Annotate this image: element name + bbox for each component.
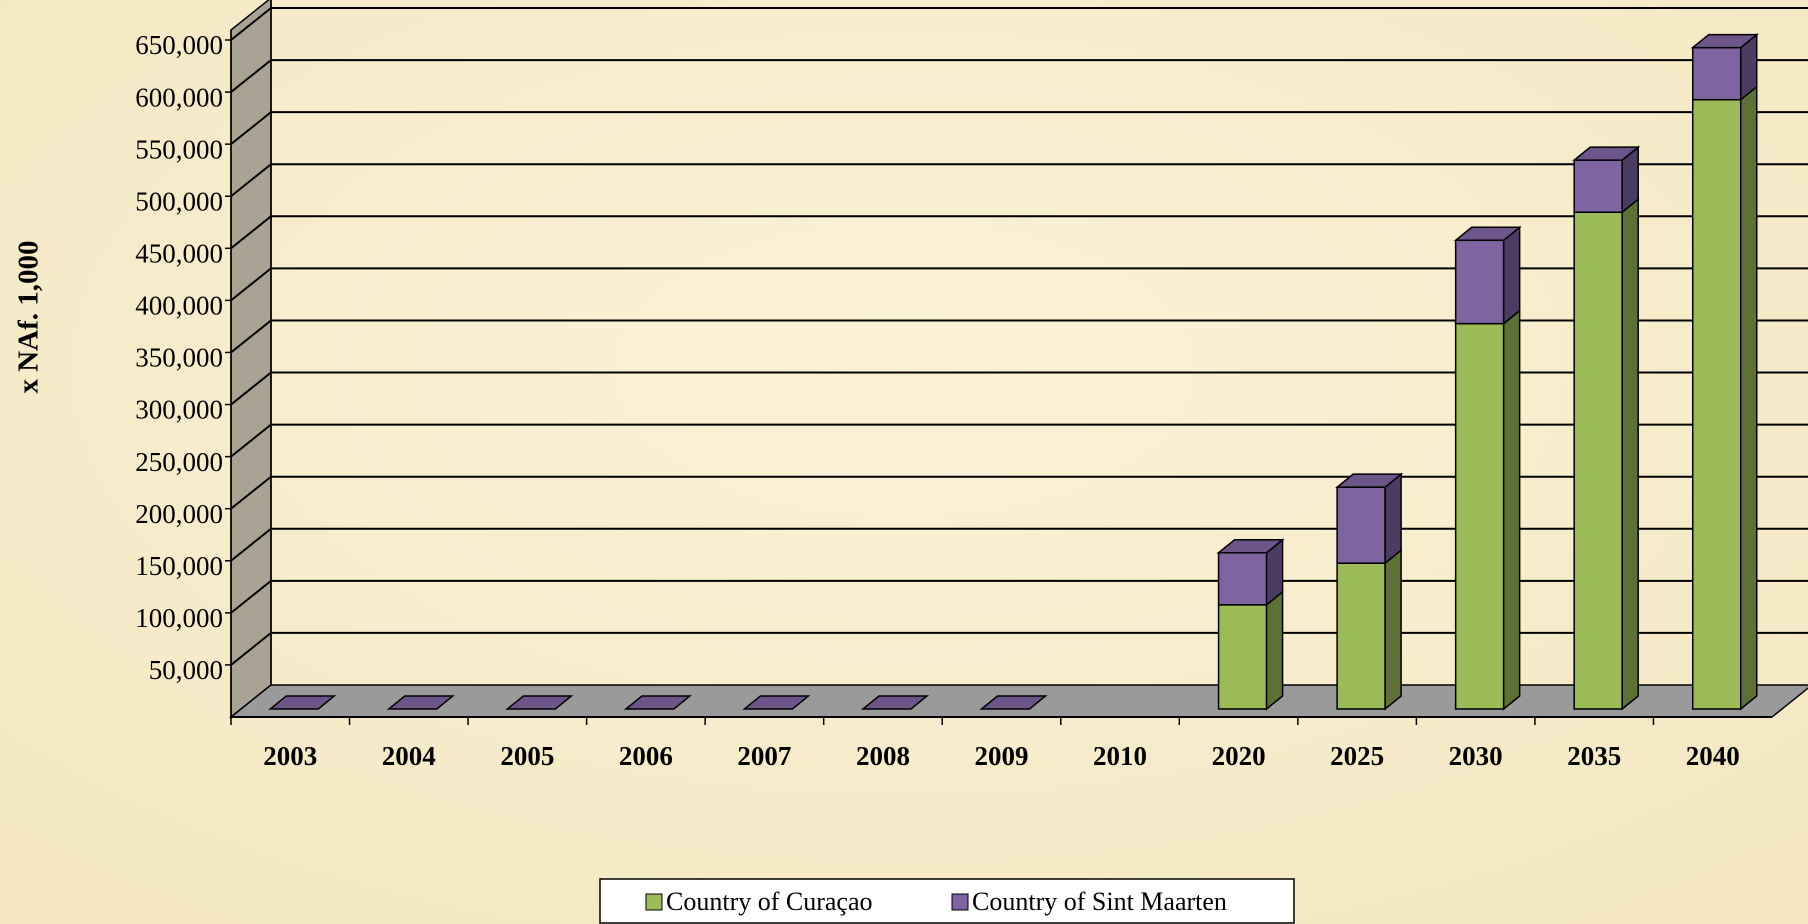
y-tick-label: 250,000	[135, 447, 223, 477]
y-tick-label: 550,000	[135, 134, 223, 164]
x-tick-label: 2030	[1449, 741, 1503, 771]
y-tick-label: 350,000	[135, 343, 223, 373]
y-tick-label: 500,000	[135, 186, 223, 216]
x-tick-label: 2007	[737, 741, 791, 771]
legend-swatch	[951, 893, 969, 911]
x-tick-label: 2025	[1330, 741, 1384, 771]
bar-side	[1502, 225, 1521, 326]
y-tick-label: 100,000	[135, 603, 223, 633]
y-tick-label: 200,000	[135, 499, 223, 529]
y-tick-label: 300,000	[135, 395, 223, 425]
bar-top	[386, 695, 455, 710]
bar-top	[268, 695, 337, 710]
bar-top	[623, 695, 692, 710]
bar-top	[1690, 33, 1759, 49]
x-tick-label: 2035	[1567, 741, 1621, 771]
y-tick-label: 150,000	[135, 551, 223, 581]
grid-line	[230, 319, 1808, 354]
x-tick-label: 2004	[382, 741, 436, 771]
grid-line	[230, 579, 1808, 614]
grid-line	[230, 215, 1808, 250]
bar-side	[1265, 590, 1284, 711]
y-tick-label: 50,000	[149, 655, 223, 685]
bar	[1454, 239, 1505, 325]
grid-line	[230, 475, 1808, 510]
y-tick-label: 450,000	[135, 239, 223, 269]
grid-line	[230, 527, 1808, 562]
legend-label: Country of Curaçao	[666, 887, 873, 916]
x-tick-label: 2010	[1093, 741, 1147, 771]
bar-top	[1335, 473, 1404, 488]
bar-top	[742, 695, 811, 710]
grid-line	[230, 631, 1808, 666]
x-tick-label: 2006	[619, 741, 673, 771]
y-tick-label: 600,000	[135, 82, 223, 112]
x-tick-label: 2008	[856, 741, 910, 771]
bar	[1217, 552, 1268, 606]
y-tick-label: 400,000	[135, 291, 223, 321]
grid-line	[230, 371, 1808, 406]
bar	[1336, 562, 1386, 710]
bar-side	[1384, 548, 1402, 711]
bar-side	[1621, 197, 1639, 711]
grid-line	[230, 163, 1808, 198]
bar-top	[1572, 146, 1641, 161]
x-tick-label: 2009	[975, 741, 1029, 771]
grid-line	[230, 423, 1808, 458]
bar-top	[1453, 226, 1522, 242]
y-axis-title: x NAf. 1,000	[13, 240, 45, 393]
bar	[1691, 46, 1742, 101]
bar	[1573, 211, 1623, 710]
side-wall	[230, 0, 272, 719]
bar	[1217, 604, 1268, 710]
bar-top	[1216, 539, 1285, 554]
y-tick-label: 650,000	[135, 30, 223, 60]
bar-top	[505, 695, 574, 710]
bar-top	[860, 695, 930, 710]
bar	[1336, 486, 1386, 564]
x-tick-label: 2005	[500, 741, 554, 771]
x-tick-label: 2040	[1686, 741, 1740, 771]
grid-line	[230, 59, 1808, 93]
grid-line	[230, 7, 1808, 41]
grid-line	[230, 267, 1808, 302]
legend-swatch	[645, 893, 663, 911]
x-tick-label: 2020	[1212, 741, 1266, 771]
bar-side	[1502, 309, 1521, 711]
legend-box	[599, 878, 1295, 924]
bar	[1573, 159, 1623, 213]
x-tick-label: 2003	[263, 741, 317, 771]
legend-label: Country of Sint Maarten	[972, 887, 1227, 916]
grid-line	[230, 111, 1808, 145]
bar-side	[1739, 85, 1758, 711]
bar	[1454, 322, 1505, 710]
bar-side	[1384, 472, 1402, 565]
bar-top	[979, 695, 1048, 710]
bar	[1691, 98, 1742, 710]
